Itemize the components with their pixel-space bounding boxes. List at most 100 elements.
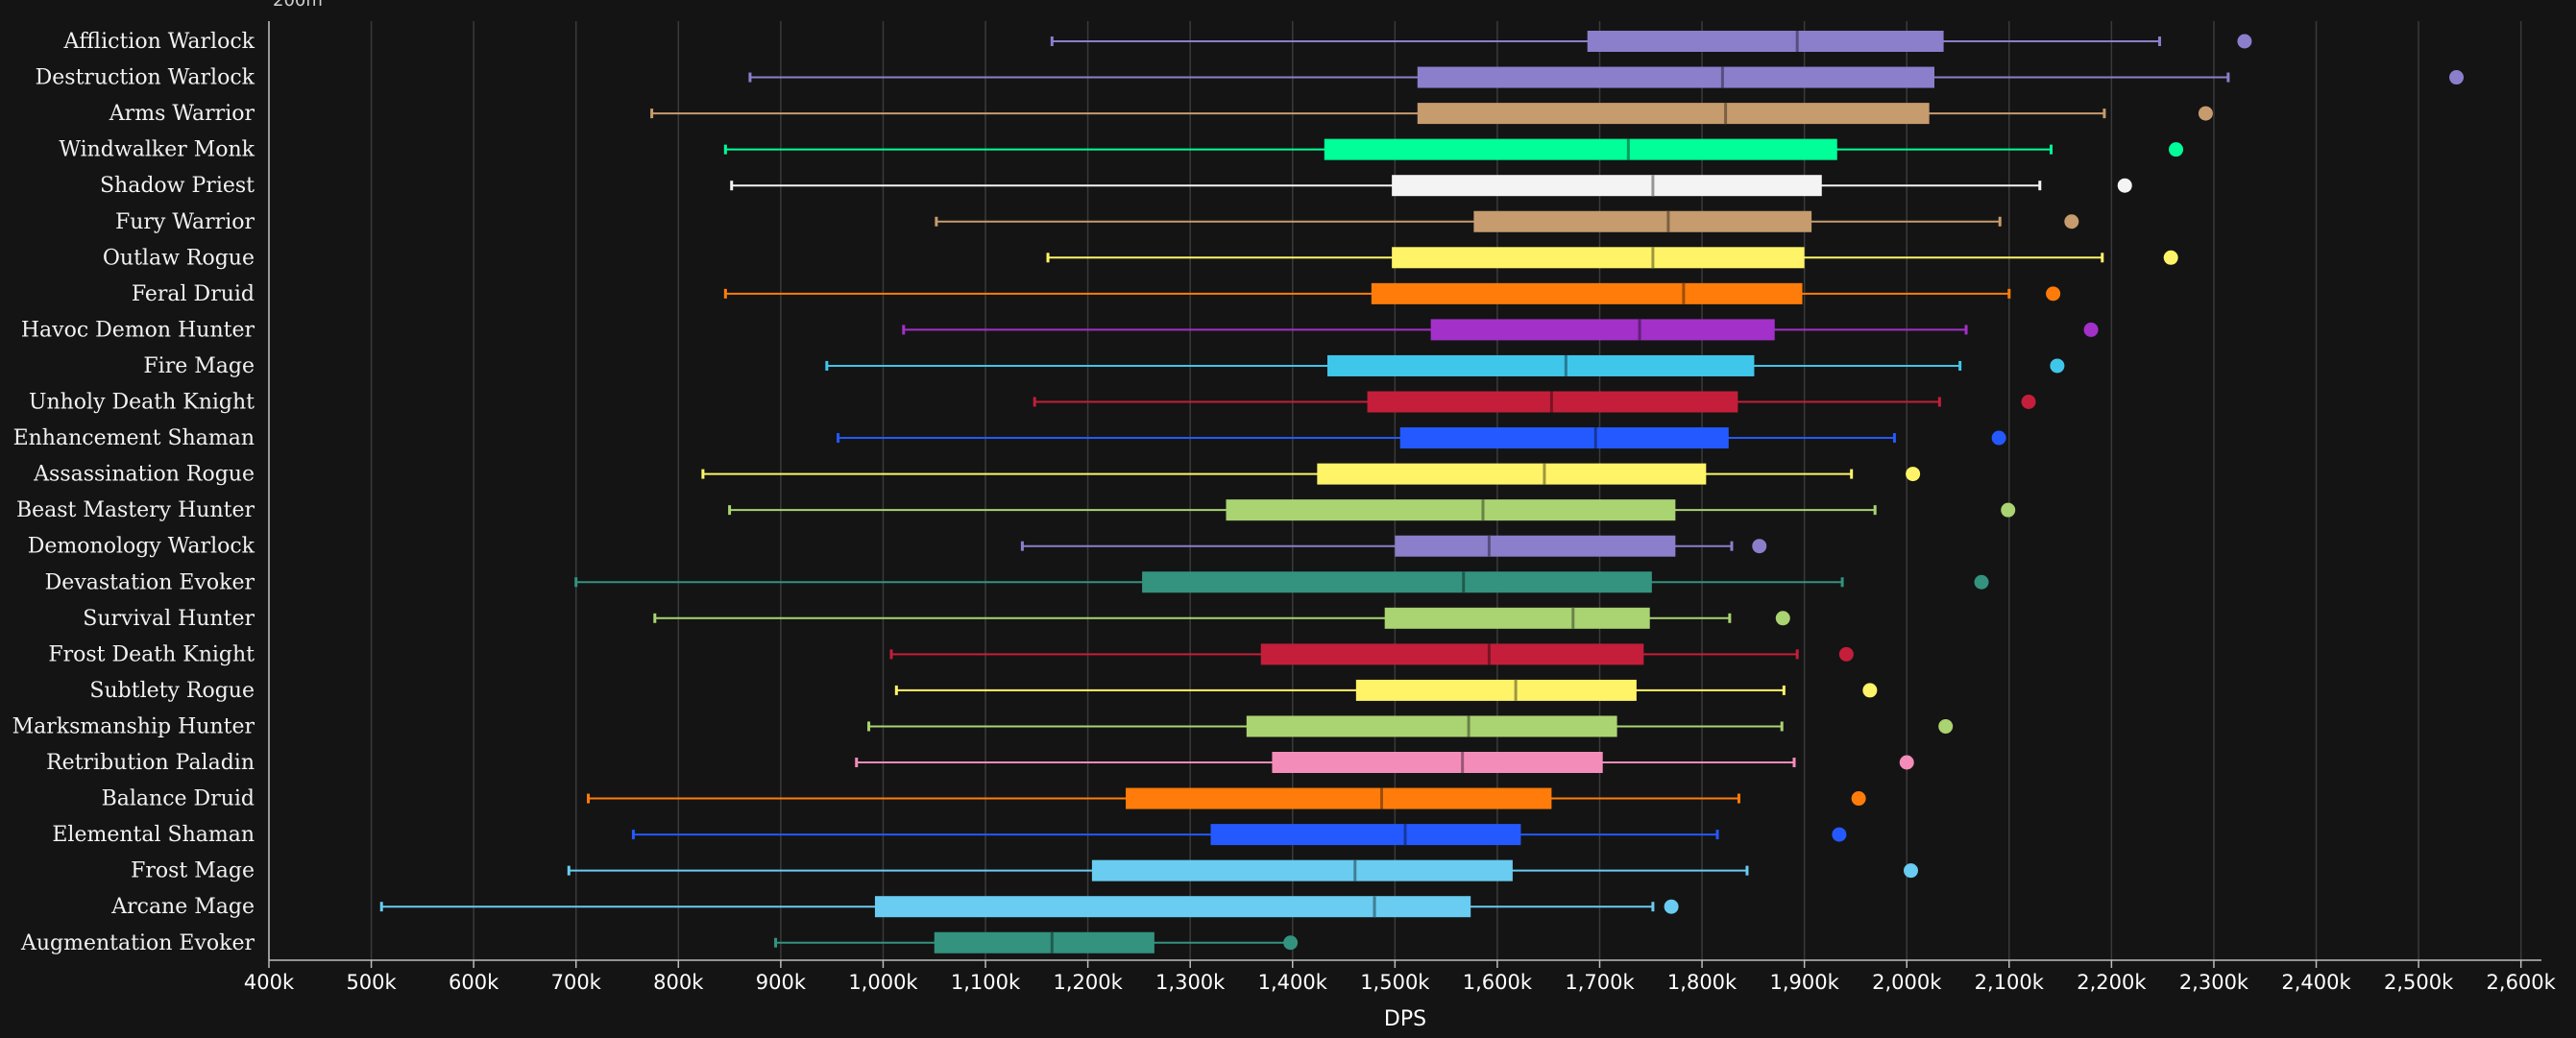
box-iqr	[1384, 607, 1650, 629]
outlier-point	[2001, 502, 2016, 518]
row-label: Affliction Warlock	[63, 30, 255, 54]
box-row	[653, 607, 1790, 629]
outlier-point	[1906, 467, 1921, 482]
outlier-point	[1664, 899, 1679, 914]
row-label: Demonology Warlock	[28, 535, 255, 559]
outlier-point	[2163, 250, 2178, 265]
row-label: Shadow Priest	[100, 174, 255, 198]
outlier-point	[2046, 286, 2061, 302]
row-label: Beast Mastery Hunter	[16, 498, 255, 522]
box-row	[1050, 31, 2252, 52]
box-iqr	[1395, 535, 1676, 557]
box-iqr	[1226, 499, 1676, 521]
row-label: Enhancement Shaman	[13, 426, 255, 450]
box-row	[837, 427, 2006, 449]
row-label: Frost Mage	[131, 859, 255, 883]
box-row	[894, 679, 1878, 701]
box-row	[567, 859, 1918, 881]
x-tick-label: 1,100k	[951, 971, 1021, 994]
x-tick-label: 2,000k	[1872, 971, 1942, 994]
box-iqr	[1091, 859, 1513, 881]
box-iqr	[1473, 210, 1812, 232]
row-label: Feral Druid	[132, 282, 255, 306]
x-tick-label: 1,500k	[1360, 971, 1430, 994]
box-iqr	[1142, 571, 1652, 593]
row-labels: Affliction Warlock Destruction Warlock Arm…	[12, 30, 255, 955]
box-row	[723, 282, 2061, 304]
box-iqr	[1430, 319, 1775, 341]
box-iqr	[1399, 427, 1729, 449]
outlier-point	[2117, 178, 2132, 193]
box-iqr	[874, 896, 1471, 918]
outlier-point	[1899, 755, 1914, 770]
outlier-point	[1838, 646, 1854, 662]
row-label: Destruction Warlock	[36, 66, 255, 90]
row-label: Frost Death Knight	[48, 642, 255, 666]
x-axis-ticks: 400k 500k 600k 700k 800k 900k 1,000k 1,100k 1,20…	[244, 960, 2557, 994]
row-label: Arcane Mage	[110, 895, 255, 919]
x-tick-label: 2,600k	[2487, 971, 2557, 994]
x-tick-label: 400k	[244, 971, 295, 994]
x-tick-label: 2,300k	[2179, 971, 2249, 994]
box-row	[748, 66, 2465, 88]
box-iqr	[1246, 715, 1617, 737]
box-iqr	[1587, 31, 1944, 52]
box-row	[574, 571, 1989, 593]
box-row	[1033, 391, 2036, 413]
outlier-point	[1775, 611, 1790, 626]
row-label: Devastation Evoker	[45, 570, 255, 594]
outlier-point	[1938, 718, 1954, 734]
row-label: Augmentation Evoker	[20, 931, 255, 955]
box-iqr	[1355, 679, 1637, 701]
x-tick-label: 2,400k	[2281, 971, 2351, 994]
x-tick-label: 1,700k	[1565, 971, 1635, 994]
x-tick-label: 1,800k	[1667, 971, 1738, 994]
box-series	[379, 31, 2465, 954]
top-cut-label: 200m	[273, 0, 323, 11]
outlier-point	[1832, 827, 1847, 842]
box-iqr	[934, 931, 1154, 954]
outlier-point	[2021, 395, 2036, 409]
outlier-point	[1752, 539, 1767, 554]
row-label: Marksmanship Hunter	[12, 714, 255, 738]
row-label: Elemental Shaman	[52, 823, 255, 847]
x-tick-label: 1,200k	[1053, 971, 1123, 994]
box-row	[730, 175, 2132, 197]
outlier-point	[2169, 142, 2184, 157]
box-row	[728, 499, 2016, 521]
box-row	[1046, 247, 2178, 269]
box-iqr	[1317, 463, 1707, 485]
row-label: Fire Mage	[143, 354, 255, 378]
box-row	[855, 752, 1914, 773]
box-row	[1020, 535, 1767, 557]
x-tick-label: 900k	[756, 971, 807, 994]
x-tick-label: 1,300k	[1155, 971, 1226, 994]
outlier-point	[2449, 70, 2465, 85]
outlier-point	[2083, 322, 2099, 337]
x-tick-label: 1,900k	[1770, 971, 1840, 994]
outlier-point	[2064, 214, 2079, 229]
row-label: Unholy Death Knight	[29, 391, 255, 415]
outlier-point	[2237, 34, 2252, 49]
box-iqr	[1126, 787, 1552, 809]
box-iqr	[1260, 643, 1644, 665]
box-iqr	[1417, 66, 1935, 88]
box-iqr	[1392, 175, 1822, 197]
box-row	[889, 643, 1854, 665]
box-iqr	[1417, 103, 1930, 125]
outlier-point	[2198, 106, 2213, 121]
row-label: Retribution Paladin	[46, 751, 255, 775]
row-label: Outlaw Rogue	[103, 246, 255, 270]
box-row	[723, 138, 2184, 160]
x-tick-label: 600k	[449, 971, 499, 994]
box-row	[631, 824, 1847, 846]
outlier-point	[1862, 683, 1878, 698]
x-tick-label: 2,500k	[2384, 971, 2454, 994]
box-iqr	[1272, 752, 1603, 773]
box-row	[650, 103, 2213, 125]
x-tick-label: 1,400k	[1258, 971, 1328, 994]
box-row	[379, 896, 1679, 918]
x-tick-label: 500k	[346, 971, 397, 994]
x-axis-title: DPS	[1384, 1007, 1426, 1031]
